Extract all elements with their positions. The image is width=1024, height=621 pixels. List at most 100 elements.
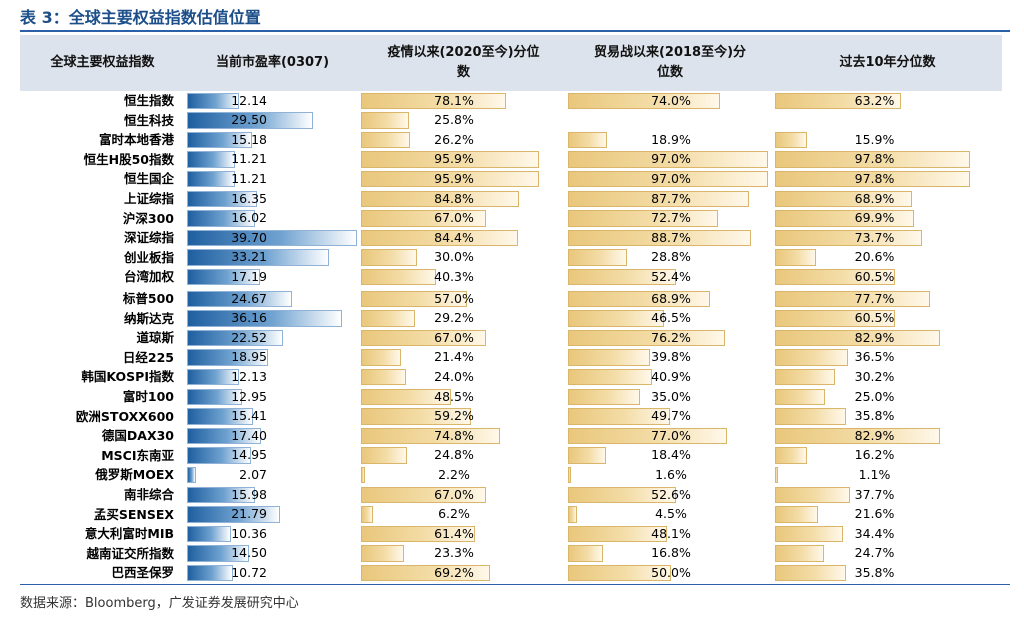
table-row: 富时本地香港 15.18 26.2% 18.9% 15.9% <box>20 130 1002 150</box>
pe-cell: 15.41 <box>187 408 358 425</box>
pe-cell: 2.07 <box>187 466 358 484</box>
trade-percentile-value: 46.5% <box>651 310 691 326</box>
tenyr-percentile-cell: 97.8% <box>775 151 974 168</box>
pe-cell: 39.70 <box>187 229 358 247</box>
index-name: MSCI东南亚 <box>101 447 174 463</box>
trade-percentile-bar <box>568 131 607 149</box>
tenyr-percentile-bar <box>775 427 940 445</box>
index-name: 恒生H股50指数 <box>83 151 174 167</box>
header-covid: 疫情以来(2020至今)分位数 <box>360 35 567 91</box>
trade-percentile-value: 87.7% <box>651 190 691 206</box>
pe-cell: 17.19 <box>187 268 358 286</box>
covid-percentile-bar <box>361 388 452 406</box>
tenyr-percentile-value: 16.2% <box>854 447 895 463</box>
covid-percentile-cell: 40.3% <box>361 268 547 286</box>
pe-bar <box>187 268 261 286</box>
table-row: 越南证交所指数 14.50 23.3% 16.8% 24.7% <box>20 544 1002 564</box>
covid-percentile-value: 24.8% <box>434 447 474 463</box>
covid-percentile-bar <box>361 564 490 582</box>
pe-bar <box>187 486 256 504</box>
pe-bar <box>187 368 239 386</box>
table-row: 巴西圣保罗 10.72 69.2% 50.0% 35.8% <box>20 563 1002 583</box>
table-row: 恒生指数 12.14 78.1% 74.0% 63.2% <box>20 91 1002 111</box>
trade-percentile-bar <box>568 210 718 227</box>
trade-percentile-cell: 39.8% <box>568 349 774 366</box>
pe-cell: 14.95 <box>187 447 358 464</box>
covid-percentile-cell: 2.2% <box>361 466 547 484</box>
trade-percentile-cell: 48.1% <box>568 525 774 543</box>
tenyr-percentile-cell: 1.1% <box>775 466 974 484</box>
header-pe: 当前市盈率(0307) <box>215 55 330 70</box>
trade-percentile-value: 35.0% <box>651 388 691 404</box>
covid-percentile-cell: 29.2% <box>361 310 547 327</box>
trade-percentile-cell: 76.2% <box>568 329 774 347</box>
index-name: 标普500 <box>122 291 174 306</box>
tenyr-percentile-value: 25.0% <box>854 388 895 404</box>
pe-value: 29.50 <box>231 112 267 128</box>
pe-bar <box>187 329 284 347</box>
covid-percentile-cell: 84.4% <box>361 229 547 247</box>
tenyr-percentile-bar <box>775 190 913 208</box>
table-row: 创业板指 33.21 30.0% 28.8% 20.6% <box>20 248 1002 268</box>
covid-percentile-cell: 59.2% <box>361 408 547 425</box>
covid-percentile-value: 29.2% <box>434 310 474 326</box>
covid-percentile-value: 67.0% <box>434 329 474 345</box>
index-name: 创业板指 <box>123 249 174 265</box>
pe-value: 17.40 <box>231 427 267 443</box>
pe-bar <box>187 131 252 149</box>
tenyr-percentile-bar <box>775 229 922 247</box>
table-row: 道琼斯 22.52 67.0% 76.2% 82.9% <box>20 328 1002 348</box>
tenyr-percentile-cell: 68.9% <box>775 190 974 208</box>
covid-percentile-cell: 26.2% <box>361 131 547 149</box>
covid-percentile-cell: 6.2% <box>361 506 547 523</box>
table-row: 深证综指 39.70 84.4% 88.7% 73.7% <box>20 228 1002 248</box>
index-name: 富时100 <box>122 389 174 404</box>
trade-percentile-bar <box>568 408 671 425</box>
tenyr-percentile-bar <box>775 349 848 366</box>
table-row: 标普500 24.67 57.0% 68.9% 77.7% <box>20 289 1002 309</box>
tenyr-percentile-cell: 37.7% <box>775 486 974 504</box>
index-name: 恒生国企 <box>123 171 174 187</box>
index-name: 巴西圣保罗 <box>111 565 174 581</box>
tenyr-percentile-value: 36.5% <box>854 349 895 365</box>
covid-percentile-value: 30.0% <box>434 249 474 265</box>
index-name: 德国DAX30 <box>101 428 174 444</box>
pe-value: 15.18 <box>231 131 267 147</box>
trade-percentile-value: 40.9% <box>651 368 691 384</box>
pe-cell: 36.16 <box>187 310 358 327</box>
covid-percentile-cell: 61.4% <box>361 525 547 543</box>
pe-value: 17.19 <box>231 268 267 284</box>
table-row: 恒生H股50指数 11.21 95.9% 97.0% 97.8% <box>20 150 1002 170</box>
covid-percentile-bar <box>361 290 468 308</box>
covid-percentile-bar <box>361 427 501 445</box>
pe-cell: 24.67 <box>187 290 358 308</box>
covid-percentile-bar <box>361 329 486 347</box>
trade-percentile-cell: 35.0% <box>568 388 774 406</box>
table-row: 台湾加权 17.19 40.3% 52.4% 60.5% <box>20 267 1002 287</box>
trade-percentile-value: 52.6% <box>651 486 691 502</box>
tenyr-percentile-bar <box>775 466 778 484</box>
trade-percentile-bar <box>568 229 751 247</box>
table-row: 恒生国企 11.21 95.9% 97.0% 97.8% <box>20 169 1002 189</box>
tenyr-percentile-cell: 20.6% <box>775 249 974 266</box>
pe-bar <box>187 427 262 445</box>
pe-cell: 10.72 <box>187 564 358 582</box>
trade-percentile-value: 18.4% <box>651 447 691 463</box>
trade-percentile-bar <box>568 92 721 110</box>
pe-bar <box>187 466 196 484</box>
header-trade-line2: 位数 <box>656 65 683 80</box>
trade-percentile-bar <box>568 310 664 327</box>
table-row: MSCI东南亚 14.95 24.8% 18.4% 16.2% <box>20 446 1002 466</box>
covid-percentile-bar <box>361 466 366 484</box>
tenyr-percentile-cell: 69.9% <box>775 210 974 227</box>
covid-percentile-value: 2.2% <box>438 466 470 482</box>
header-name: 全球主要权益指数 <box>50 55 155 70</box>
tenyr-percentile-cell: 63.2% <box>775 92 974 110</box>
covid-percentile-cell: 21.4% <box>361 349 547 366</box>
pe-bar <box>187 310 342 327</box>
tenyr-percentile-value <box>775 112 974 129</box>
tenyr-percentile-value: 37.7% <box>854 486 895 502</box>
table-row: 欧洲STOXX600 15.41 59.2% 49.7% 35.8% <box>20 407 1002 427</box>
tenyr-percentile-value: 77.7% <box>854 290 895 306</box>
tenyr-percentile-cell: 21.6% <box>775 506 974 523</box>
